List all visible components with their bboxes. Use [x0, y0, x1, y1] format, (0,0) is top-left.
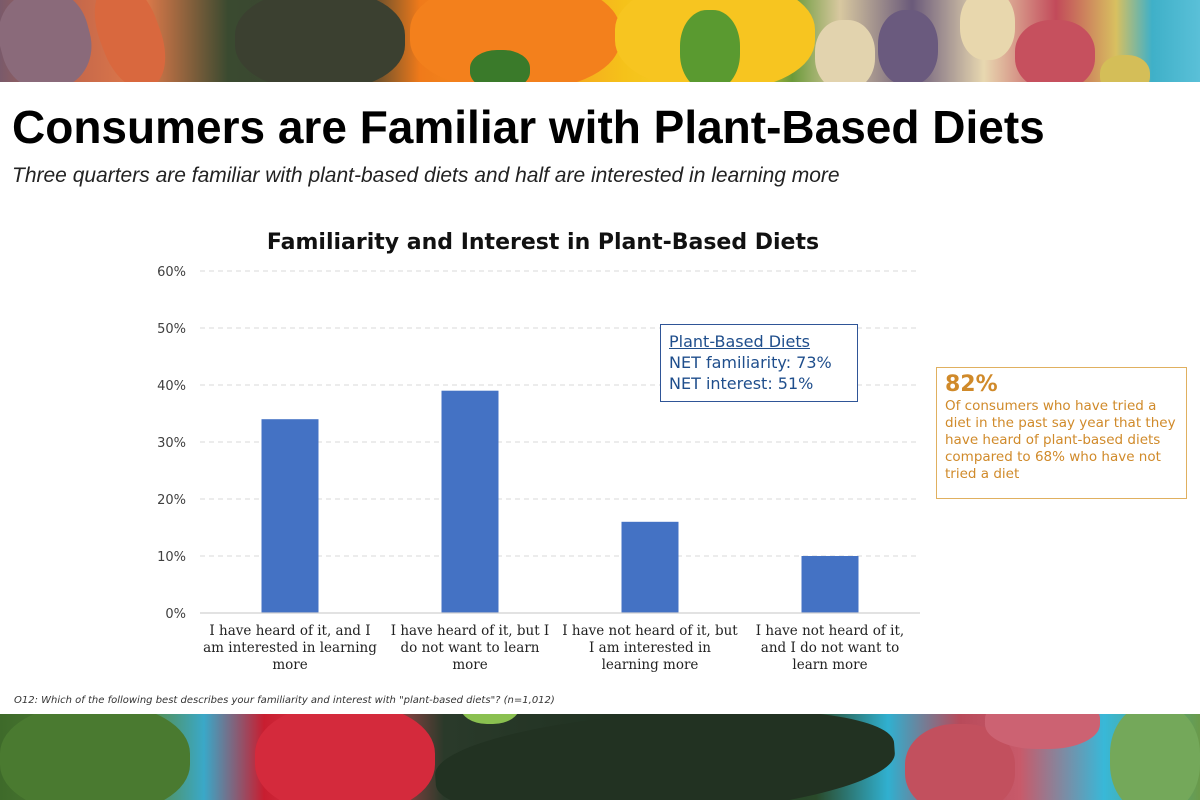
- y-axis-ticks: 0% 10% 20% 30% 40% 50% 60%: [157, 265, 186, 622]
- banner-bottom-vegetables-photo: [0, 714, 1200, 800]
- net-callout-box: Plant-Based Diets NET familiarity: 73% N…: [660, 324, 858, 402]
- x-tick-label: I have not heard of it, and I do not wan…: [755, 623, 905, 673]
- chart-title: Familiarity and Interest in Plant-Based …: [266, 230, 820, 255]
- bar: [441, 390, 499, 613]
- y-tick-label: 40%: [157, 379, 186, 394]
- bar: [621, 521, 679, 613]
- net-callout-heading: Plant-Based Diets: [669, 332, 810, 351]
- y-tick-label: 10%: [157, 550, 186, 565]
- slide-subtitle: Three quarters are familiar with plant-b…: [12, 164, 840, 187]
- slide-title: Consumers are Familiar with Plant-Based …: [12, 101, 1045, 153]
- stat-callout-value: 82%: [945, 372, 998, 397]
- y-tick-label: 50%: [157, 322, 186, 337]
- net-familiarity-text: NET familiarity: 73%: [669, 353, 832, 372]
- footnote: O12: Which of the following best describ…: [14, 695, 555, 706]
- stat-callout-box: 82% Of consumers who have tried a diet i…: [936, 367, 1187, 499]
- banner-top-vegetables-photo: [0, 0, 1200, 82]
- bar: [261, 419, 319, 613]
- x-tick-label: I have heard of it, and I am interested …: [203, 623, 377, 673]
- bars: [261, 390, 859, 613]
- y-tick-label: 20%: [157, 493, 186, 508]
- y-tick-label: 30%: [157, 436, 186, 451]
- net-interest-text: NET interest: 51%: [669, 374, 814, 393]
- y-tick-label: 60%: [157, 265, 186, 280]
- x-tick-label: I have heard of it, but I do not want to…: [390, 623, 550, 673]
- stat-callout-text: Of consumers who have tried a diet in th…: [945, 398, 1176, 482]
- x-tick-label: I have not heard of it, but I am interes…: [562, 623, 738, 673]
- gridlines: [200, 270, 920, 557]
- bar: [801, 556, 859, 613]
- y-tick-label: 0%: [165, 607, 186, 622]
